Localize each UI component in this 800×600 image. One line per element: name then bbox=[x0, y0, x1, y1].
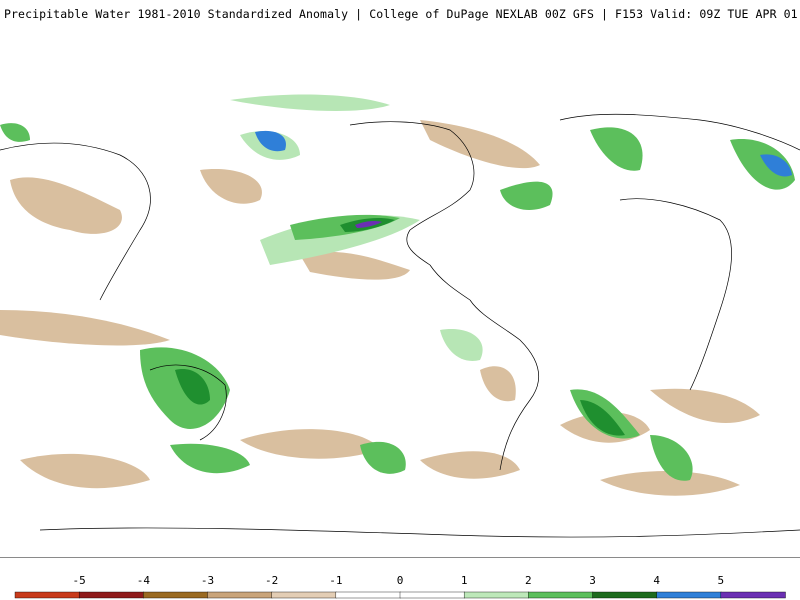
legend-colorbar: -5 -4 -3 -2 -1 0 1 2 3 4 5 bbox=[14, 574, 786, 599]
legend: -5 -4 -3 -2 -1 0 1 2 3 4 5 bbox=[0, 558, 800, 600]
legend-swatch bbox=[207, 591, 273, 599]
legend-tick-label: -4 bbox=[137, 574, 151, 587]
legend-swatch bbox=[592, 591, 658, 599]
legend-tick-label: 5 bbox=[718, 574, 725, 587]
legend-swatch bbox=[335, 591, 401, 599]
positive-anomaly-layer bbox=[0, 94, 795, 481]
legend-swatch bbox=[720, 591, 786, 599]
legend-tick-label: -2 bbox=[265, 574, 278, 587]
legend-swatch bbox=[78, 591, 145, 599]
legend-swatch bbox=[463, 591, 530, 599]
legend-tick-label: -5 bbox=[73, 574, 86, 587]
map-header: Precipitable Water 1981-2010 Standardize… bbox=[0, 0, 800, 41]
legend-swatch bbox=[14, 591, 80, 599]
legend-tick-label: 2 bbox=[525, 574, 532, 587]
legend-tick-label: 0 bbox=[397, 574, 404, 587]
legend-tick-label: 3 bbox=[589, 574, 596, 587]
map-title: Precipitable Water 1981-2010 Standardize… bbox=[4, 7, 800, 21]
legend-swatch bbox=[399, 591, 465, 599]
negative-anomaly-layer bbox=[0, 120, 760, 496]
coastlines bbox=[0, 113, 800, 538]
legend-swatch bbox=[656, 591, 722, 599]
legend-swatch bbox=[143, 591, 209, 599]
legend-tick-label: 4 bbox=[653, 574, 660, 587]
legend-tick-label: 1 bbox=[461, 574, 468, 587]
anomaly-map bbox=[0, 40, 800, 558]
legend-tick-label: -1 bbox=[329, 574, 342, 587]
legend-swatch bbox=[528, 591, 594, 599]
legend-tick-label: -3 bbox=[201, 574, 214, 587]
legend-swatch bbox=[271, 591, 337, 599]
map-canvas bbox=[0, 94, 800, 538]
